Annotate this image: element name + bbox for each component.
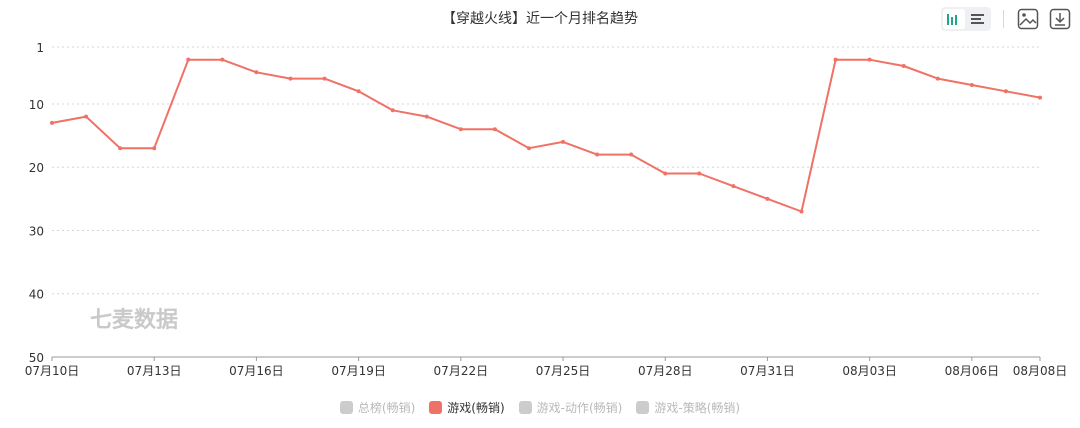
series-line — [51, 58, 1041, 213]
x-tick-label: 08月08日 — [1013, 364, 1068, 378]
x-tick-label: 07月25日 — [536, 364, 591, 378]
legend-item-games-strategy[interactable]: 游戏-策略(畅销) — [636, 399, 740, 416]
data-point[interactable] — [833, 57, 838, 62]
legend-label: 游戏(畅销) — [447, 401, 505, 415]
y-tick-label: 20 — [29, 161, 44, 175]
data-point[interactable] — [322, 76, 327, 81]
data-point[interactable] — [663, 171, 668, 176]
grid-lines — [52, 46, 1040, 295]
view-toggle — [941, 7, 991, 31]
rank-trend-chart: 1 10 20 30 40 50 07月10日 07月13日 07月16日 07月19日 07月2… — [25, 41, 1068, 378]
data-point[interactable] — [220, 57, 225, 62]
y-tick-label: 10 — [29, 98, 44, 112]
data-point[interactable] — [50, 120, 54, 125]
bar-chart-icon — [947, 14, 957, 25]
data-point[interactable] — [254, 70, 259, 75]
chart-title: 【穿越火线】近一个月排名趋势 — [442, 11, 638, 27]
save-image-button[interactable] — [1016, 7, 1040, 31]
data-point[interactable] — [390, 108, 395, 113]
x-tick-label: 07月22日 — [434, 364, 489, 378]
toolbar-divider — [1003, 10, 1004, 28]
data-point[interactable] — [595, 152, 600, 157]
x-tick-label: 07月28日 — [638, 364, 693, 378]
legend-item-total[interactable]: 总榜(畅销) — [339, 399, 416, 416]
y-tick-label: 50 — [29, 351, 44, 365]
list-icon — [971, 14, 984, 24]
x-tick-label: 07月16日 — [229, 364, 284, 378]
data-point[interactable] — [1038, 95, 1042, 100]
data-point[interactable] — [84, 114, 89, 119]
chart-toolbar — [941, 7, 1072, 31]
data-point[interactable] — [424, 114, 429, 119]
x-tick-label: 08月06日 — [945, 364, 1000, 378]
data-point[interactable] — [152, 146, 157, 151]
list-view-button[interactable] — [967, 9, 989, 29]
series-layer — [50, 57, 1042, 214]
x-tick-label: 07月31日 — [740, 364, 795, 378]
legend-item-games-action[interactable]: 游戏-动作(畅销) — [518, 399, 623, 416]
data-point[interactable] — [356, 89, 361, 94]
data-point[interactable] — [561, 139, 566, 144]
data-point[interactable] — [288, 76, 293, 81]
x-tick-label: 07月10日 — [25, 364, 80, 378]
data-point[interactable] — [935, 76, 940, 81]
data-point[interactable] — [526, 146, 531, 151]
data-point[interactable] — [492, 127, 497, 132]
download-icon — [1049, 8, 1071, 30]
data-point[interactable] — [731, 184, 736, 189]
bar-chart-view-button[interactable] — [943, 9, 965, 29]
x-tick-label: 07月13日 — [127, 364, 182, 378]
legend-swatch — [636, 401, 650, 414]
y-tick-label: 1 — [36, 41, 44, 55]
x-tick-label: 07月19日 — [331, 364, 386, 378]
legend-label: 游戏-策略(畅销) — [654, 401, 741, 415]
legend-label: 游戏-动作(畅销) — [536, 401, 623, 415]
data-point[interactable] — [629, 152, 634, 157]
download-button[interactable] — [1048, 7, 1072, 31]
legend-label: 总榜(畅销) — [357, 401, 416, 415]
data-point[interactable] — [867, 57, 872, 62]
y-tick-label: 30 — [29, 224, 44, 238]
data-point[interactable] — [118, 146, 123, 151]
image-download-icon — [1017, 8, 1039, 30]
legend-swatch — [429, 401, 443, 414]
x-axis: 07月10日 07月13日 07月16日 07月19日 07月22日 07月25日 07月2… — [25, 356, 1068, 378]
data-point[interactable] — [1003, 89, 1008, 94]
legend-item-games[interactable]: 游戏(畅销) — [429, 399, 505, 416]
data-point[interactable] — [458, 127, 463, 132]
watermark-text: 七麦数据 — [90, 307, 178, 333]
data-point[interactable] — [186, 57, 191, 62]
x-tick-label: 08月03日 — [842, 364, 897, 378]
data-point[interactable] — [799, 209, 804, 214]
y-tick-label: 40 — [29, 288, 44, 302]
data-point[interactable] — [901, 63, 906, 68]
data-point[interactable] — [969, 82, 974, 87]
chart-legend: 总榜(畅销) 游戏(畅销) 游戏-动作(畅销) 游戏-策略(畅销) — [0, 399, 1080, 416]
legend-swatch — [339, 401, 353, 414]
data-point[interactable] — [697, 171, 702, 176]
y-axis: 1 10 20 30 40 50 — [29, 41, 44, 365]
data-point[interactable] — [765, 196, 770, 201]
legend-swatch — [518, 401, 532, 414]
